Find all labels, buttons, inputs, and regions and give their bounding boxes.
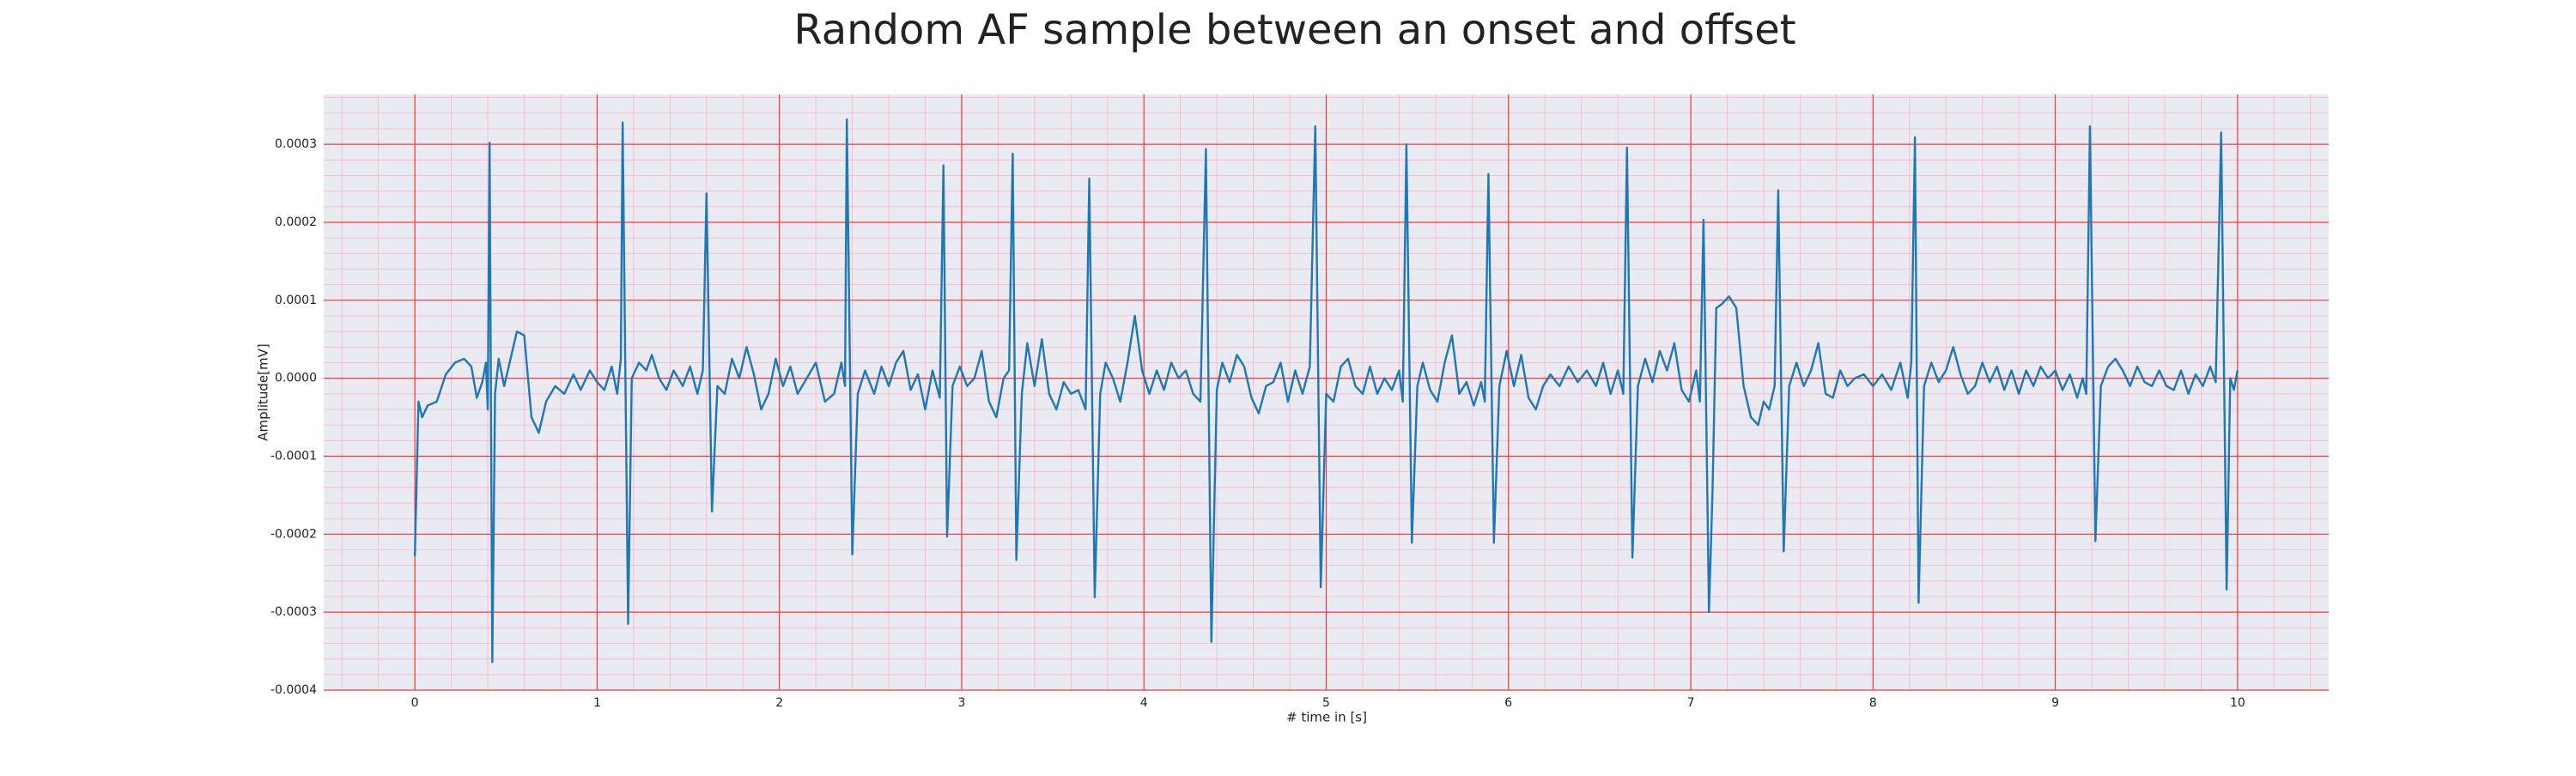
- y-tick-label: -0.0004: [270, 683, 317, 697]
- x-tick-label: 2: [775, 696, 783, 710]
- x-tick-label: 4: [1140, 696, 1148, 710]
- y-tick-label: 0.0003: [275, 137, 317, 151]
- y-axis-label: Amplitude[mV]: [256, 343, 271, 440]
- y-tick-label: -0.0001: [270, 449, 317, 463]
- x-tick-label: 9: [2051, 696, 2059, 710]
- signal-line: [413, 118, 2239, 664]
- y-tick-label: 0.0001: [275, 294, 317, 307]
- x-tick-label: 5: [1322, 696, 1330, 710]
- y-tick-label: 0.0000: [275, 372, 317, 385]
- x-tick-label: 7: [1687, 696, 1695, 710]
- x-tick-label: 0: [411, 696, 419, 710]
- chart-title: Random AF sample between an onset and of…: [793, 6, 1795, 54]
- y-tick-label: -0.0002: [270, 527, 317, 541]
- x-tick-label: 6: [1504, 696, 1512, 710]
- y-tick-label: 0.0002: [275, 215, 317, 229]
- x-tick-label: 8: [1869, 696, 1877, 710]
- x-tick-label: 3: [957, 696, 965, 710]
- x-tick-label: 10: [2230, 696, 2245, 710]
- y-tick-label: -0.0003: [270, 605, 317, 619]
- x-axis-label: # time in [s]: [1286, 710, 1367, 725]
- x-tick-label: 1: [593, 696, 601, 710]
